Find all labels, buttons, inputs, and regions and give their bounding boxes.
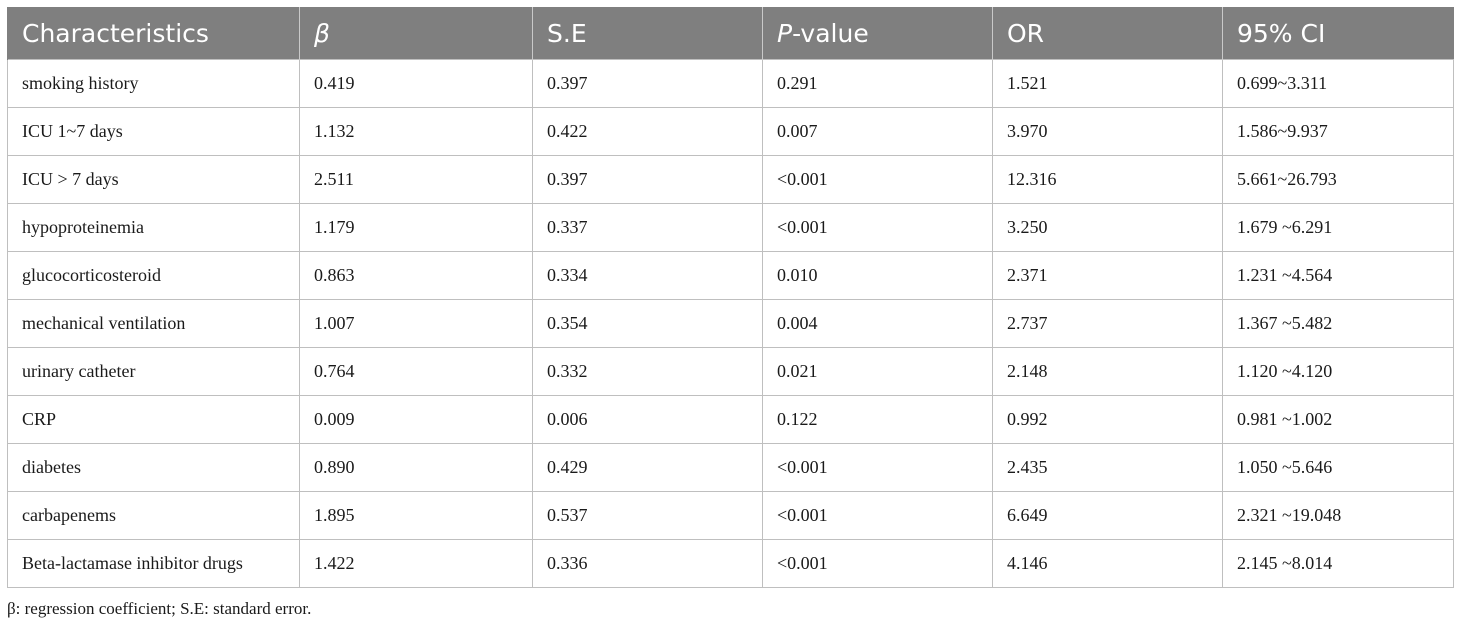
header-or: OR bbox=[992, 7, 1223, 60]
cell-se: 0.397 bbox=[532, 155, 763, 204]
cell-se: 0.332 bbox=[532, 347, 763, 396]
cell-or: 2.435 bbox=[992, 443, 1223, 492]
cell-characteristic: ICU > 7 days bbox=[7, 155, 300, 204]
table-row: glucocorticosteroid 0.863 0.334 0.010 2.371 1… bbox=[7, 251, 1454, 300]
cell-se: 0.336 bbox=[532, 539, 763, 588]
cell-or: 2.737 bbox=[992, 299, 1223, 348]
table-footnote: β: regression coefficient; S.E: standard… bbox=[7, 599, 312, 618]
table-header: Characteristics β S.E P-value OR 95% CI bbox=[7, 7, 1454, 60]
cell-p: <0.001 bbox=[762, 443, 993, 492]
table-row: mechanical ventilation 1.007 0.354 0.004 2.7… bbox=[7, 299, 1454, 348]
cell-or: 2.148 bbox=[992, 347, 1223, 396]
cell-se: 0.006 bbox=[532, 395, 763, 444]
cell-se: 0.354 bbox=[532, 299, 763, 348]
cell-p: 0.122 bbox=[762, 395, 993, 444]
cell-or: 0.992 bbox=[992, 395, 1223, 444]
header-ci: 95% CI bbox=[1222, 7, 1454, 60]
cell-se: 0.337 bbox=[532, 203, 763, 252]
cell-p: <0.001 bbox=[762, 539, 993, 588]
table-row: diabetes 0.890 0.429 <0.001 2.435 1.050 ~5.64… bbox=[7, 443, 1454, 492]
table-body: smoking history 0.419 0.397 0.291 1.521 0.699… bbox=[7, 59, 1454, 588]
cell-se: 0.537 bbox=[532, 491, 763, 540]
results-table-container: Characteristics β S.E P-value OR 95% CI … bbox=[7, 7, 1454, 588]
table-row: hypoproteinemia 1.179 0.337 <0.001 3.250 1.67… bbox=[7, 203, 1454, 252]
cell-ci: 2.145 ~8.014 bbox=[1222, 539, 1454, 588]
cell-ci: 1.679 ~6.291 bbox=[1222, 203, 1454, 252]
cell-characteristic: glucocorticosteroid bbox=[7, 251, 300, 300]
header-beta: β bbox=[299, 7, 533, 60]
table-row: smoking history 0.419 0.397 0.291 1.521 0.699… bbox=[7, 59, 1454, 108]
cell-or: 12.316 bbox=[992, 155, 1223, 204]
cell-ci: 0.699~3.311 bbox=[1222, 59, 1454, 108]
regression-results-table: Characteristics β S.E P-value OR 95% CI … bbox=[7, 7, 1454, 588]
cell-se: 0.397 bbox=[532, 59, 763, 108]
cell-characteristic: CRP bbox=[7, 395, 300, 444]
table-row: ICU 1~7 days 1.132 0.422 0.007 3.970 1.586~9.… bbox=[7, 107, 1454, 156]
cell-characteristic: carbapenems bbox=[7, 491, 300, 540]
cell-ci: 1.050 ~5.646 bbox=[1222, 443, 1454, 492]
cell-or: 3.970 bbox=[992, 107, 1223, 156]
header-row: Characteristics β S.E P-value OR 95% CI bbox=[7, 7, 1454, 60]
cell-beta: 1.179 bbox=[299, 203, 533, 252]
cell-p: 0.004 bbox=[762, 299, 993, 348]
header-p-rest: -value bbox=[792, 18, 869, 48]
cell-beta: 1.132 bbox=[299, 107, 533, 156]
cell-p: <0.001 bbox=[762, 491, 993, 540]
cell-or: 4.146 bbox=[992, 539, 1223, 588]
cell-or: 1.521 bbox=[992, 59, 1223, 108]
cell-beta: 1.007 bbox=[299, 299, 533, 348]
cell-p: 0.291 bbox=[762, 59, 993, 108]
table-row: ICU > 7 days 2.511 0.397 <0.001 12.316 5.661~… bbox=[7, 155, 1454, 204]
cell-beta: 0.863 bbox=[299, 251, 533, 300]
table-row: Beta-lactamase inhibitor drugs 1.422 0.336… bbox=[7, 539, 1454, 588]
cell-ci: 1.231 ~4.564 bbox=[1222, 251, 1454, 300]
header-p-value: P-value bbox=[762, 7, 993, 60]
header-se: S.E bbox=[532, 7, 763, 60]
cell-characteristic: ICU 1~7 days bbox=[7, 107, 300, 156]
cell-characteristic: hypoproteinemia bbox=[7, 203, 300, 252]
cell-ci: 2.321 ~19.048 bbox=[1222, 491, 1454, 540]
cell-ci: 1.367 ~5.482 bbox=[1222, 299, 1454, 348]
header-characteristics: Characteristics bbox=[7, 7, 300, 60]
cell-se: 0.422 bbox=[532, 107, 763, 156]
table-row: urinary catheter 0.764 0.332 0.021 2.148 1.12… bbox=[7, 347, 1454, 396]
cell-se: 0.429 bbox=[532, 443, 763, 492]
cell-ci: 1.120 ~4.120 bbox=[1222, 347, 1454, 396]
cell-p: 0.021 bbox=[762, 347, 993, 396]
cell-beta: 0.419 bbox=[299, 59, 533, 108]
cell-p: <0.001 bbox=[762, 155, 993, 204]
cell-beta: 1.895 bbox=[299, 491, 533, 540]
header-p-italic: P bbox=[777, 18, 793, 48]
cell-beta: 1.422 bbox=[299, 539, 533, 588]
cell-se: 0.334 bbox=[532, 251, 763, 300]
table-row: carbapenems 1.895 0.537 <0.001 6.649 2.321 ~1… bbox=[7, 491, 1454, 540]
cell-p: 0.010 bbox=[762, 251, 993, 300]
cell-p: <0.001 bbox=[762, 203, 993, 252]
cell-beta: 0.890 bbox=[299, 443, 533, 492]
cell-ci: 1.586~9.937 bbox=[1222, 107, 1454, 156]
cell-or: 6.649 bbox=[992, 491, 1223, 540]
cell-characteristic: urinary catheter bbox=[7, 347, 300, 396]
cell-beta: 2.511 bbox=[299, 155, 533, 204]
cell-beta: 0.764 bbox=[299, 347, 533, 396]
cell-p: 0.007 bbox=[762, 107, 993, 156]
cell-ci: 0.981 ~1.002 bbox=[1222, 395, 1454, 444]
table-row: CRP 0.009 0.006 0.122 0.992 0.981 ~1.002 bbox=[7, 395, 1454, 444]
cell-or: 2.371 bbox=[992, 251, 1223, 300]
cell-characteristic: smoking history bbox=[7, 59, 300, 108]
cell-characteristic: diabetes bbox=[7, 443, 300, 492]
cell-ci: 5.661~26.793 bbox=[1222, 155, 1454, 204]
cell-or: 3.250 bbox=[992, 203, 1223, 252]
cell-beta: 0.009 bbox=[299, 395, 533, 444]
cell-characteristic: mechanical ventilation bbox=[7, 299, 300, 348]
cell-characteristic: Beta-lactamase inhibitor drugs bbox=[7, 539, 300, 588]
